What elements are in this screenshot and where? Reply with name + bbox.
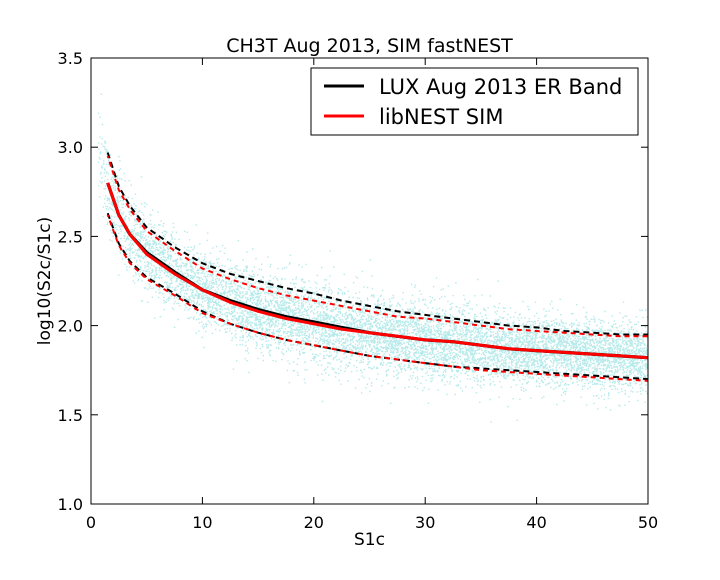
x-axis-label: S1c bbox=[354, 530, 385, 550]
legend-label-lux: LUX Aug 2013 ER Band bbox=[379, 75, 622, 99]
ticks-layer: 0 10 20 30 40 50 1.0 1.5 2.0 2.5 3.0 3.5 bbox=[58, 49, 659, 532]
x-tick-label: 40 bbox=[526, 513, 546, 532]
lines-layer bbox=[106, 152, 648, 382]
x-tick-label: 10 bbox=[192, 513, 212, 532]
y-tick-label: 1.5 bbox=[58, 406, 83, 425]
x-tick-label: 30 bbox=[415, 513, 435, 532]
scatter-layer bbox=[97, 93, 648, 423]
lux-upper-band-line bbox=[106, 152, 648, 336]
y-tick-label: 2.0 bbox=[58, 317, 83, 336]
x-tick-label: 0 bbox=[86, 513, 96, 532]
legend-box bbox=[310, 67, 639, 136]
lux-lower-band-line bbox=[106, 212, 648, 381]
libnest-mean-line bbox=[106, 182, 648, 360]
y-tick-label: 3.0 bbox=[58, 138, 83, 157]
y-tick-label: 3.5 bbox=[58, 49, 83, 68]
y-axis-label: log10(S2c/S1c) bbox=[35, 217, 55, 345]
chart-title: CH3T Aug 2013, SIM fastNEST bbox=[226, 35, 513, 57]
scatter-points bbox=[97, 93, 648, 423]
legend: LUX Aug 2013 ER Band libNEST SIM bbox=[310, 67, 639, 136]
x-tick-label: 20 bbox=[304, 513, 324, 532]
libnest-lower-band-line bbox=[106, 214, 648, 382]
x-tick-label: 50 bbox=[638, 513, 658, 532]
plot-frame bbox=[90, 57, 649, 505]
y-tick-label: 1.0 bbox=[58, 495, 83, 514]
legend-label-libnest: libNEST SIM bbox=[379, 105, 503, 129]
y-tick-label: 2.5 bbox=[58, 227, 83, 246]
